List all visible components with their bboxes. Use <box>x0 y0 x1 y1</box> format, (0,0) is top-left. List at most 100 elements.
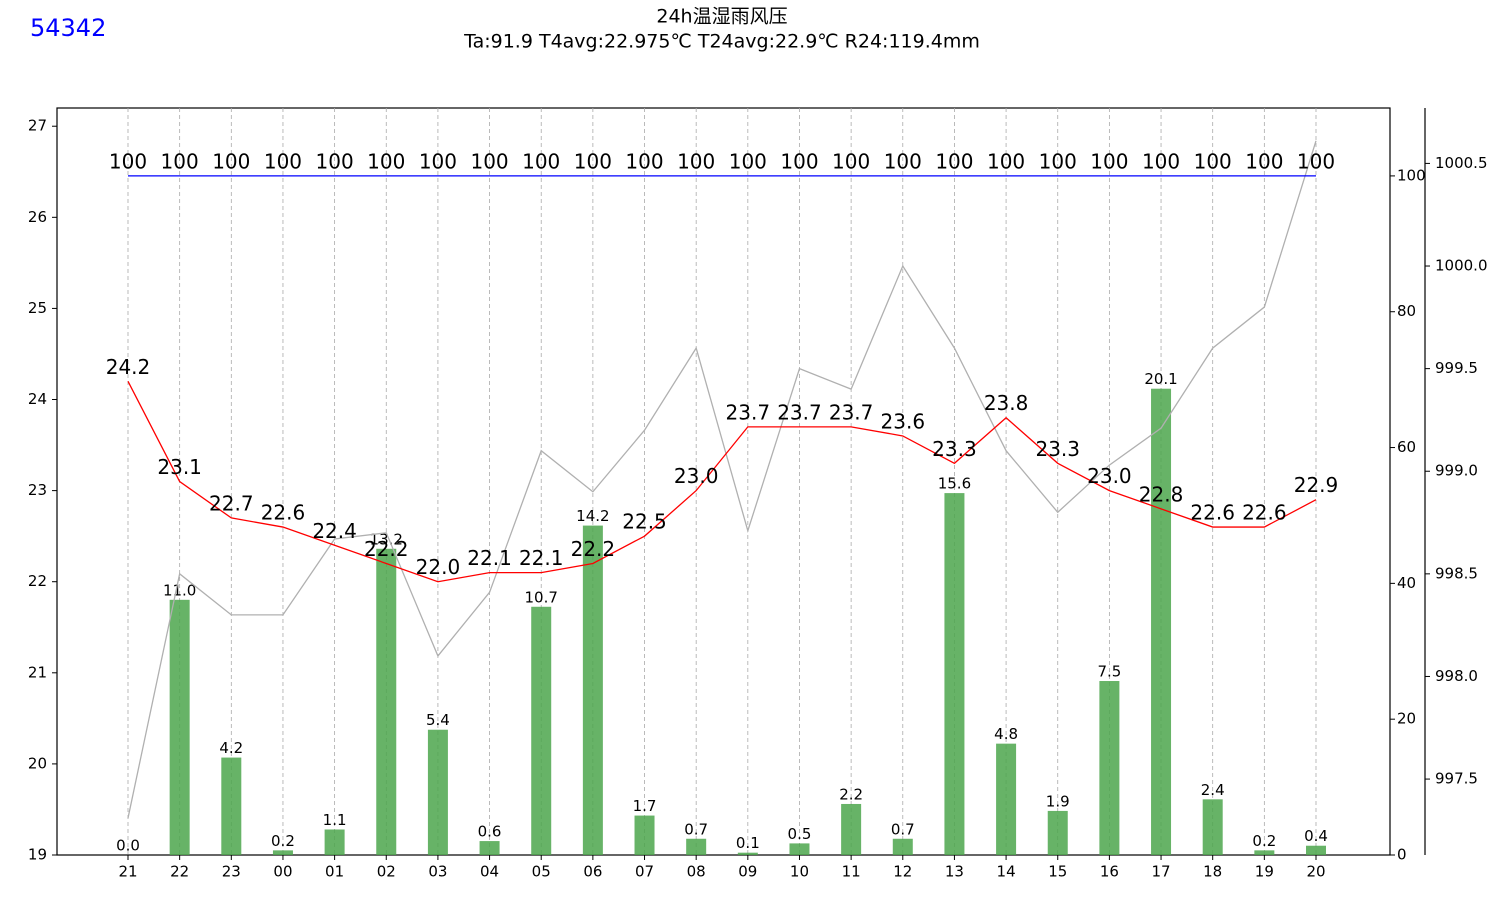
point-label: 100 <box>161 149 199 173</box>
bar-label: 13.2 <box>370 530 403 548</box>
point-label: 100 <box>1142 149 1180 173</box>
bar-label: 1.7 <box>633 797 657 815</box>
bar-label: 0.5 <box>788 825 812 843</box>
y-tick-label: 22 <box>28 572 47 590</box>
y3-tick-label: 998.0 <box>1435 667 1478 685</box>
bar-label: 7.5 <box>1097 663 1121 681</box>
point-label: 24.2 <box>106 355 151 379</box>
x-tick-label: 22 <box>170 863 189 881</box>
bar <box>221 757 242 855</box>
x-tick-label: 08 <box>687 863 706 881</box>
bar <box>996 743 1017 855</box>
y-tick-label: 24 <box>28 390 47 408</box>
x-tick-label: 07 <box>635 863 654 881</box>
y-tick-label: 25 <box>28 299 47 317</box>
bar <box>892 838 913 855</box>
point-label: 100 <box>1090 149 1128 173</box>
bar <box>686 838 707 855</box>
point-label: 23.0 <box>1087 464 1132 488</box>
point-label: 22.1 <box>519 546 564 570</box>
bar-label: 4.8 <box>994 725 1018 743</box>
point-label: 22.6 <box>1190 501 1235 525</box>
point-label: 23.3 <box>1035 437 1080 461</box>
x-tick-label: 23 <box>222 863 241 881</box>
x-tick-label: 04 <box>480 863 499 881</box>
bar-label: 0.2 <box>271 832 295 850</box>
point-label: 22.8 <box>1139 482 1184 506</box>
bar-label: 0.0 <box>116 837 140 855</box>
chart-subtitle: Ta:91.9 T4avg:22.975℃ T24avg:22.9℃ R24:1… <box>463 31 980 53</box>
bar-label: 2.2 <box>839 785 863 803</box>
y2-tick-label: 60 <box>1397 438 1416 456</box>
x-tick-label: 16 <box>1100 863 1119 881</box>
point-label: 22.5 <box>622 510 667 534</box>
x-tick-label: 01 <box>325 863 344 881</box>
x-tick-label: 12 <box>893 863 912 881</box>
x-tick-label: 05 <box>532 863 551 881</box>
bar <box>376 548 397 855</box>
line <box>127 140 1317 819</box>
plot-frame <box>56 107 1391 856</box>
point-label: 22.1 <box>467 546 512 570</box>
point-label: 22.6 <box>261 501 306 525</box>
bar <box>272 850 293 855</box>
point-label: 100 <box>212 149 250 173</box>
point-label: 100 <box>780 149 818 173</box>
bar <box>789 843 810 855</box>
point-label: 100 <box>884 149 922 173</box>
point-label: 100 <box>574 149 612 173</box>
point-label: 22.4 <box>312 519 357 543</box>
y-tick-label: 27 <box>28 117 47 135</box>
bar <box>1202 799 1223 855</box>
y3-tick-label: 998.5 <box>1435 564 1478 582</box>
y-tick-label: 21 <box>28 663 47 681</box>
bar-label: 10.7 <box>525 588 558 606</box>
point-label: 100 <box>264 149 302 173</box>
point-label: 100 <box>677 149 715 173</box>
bar-label: 1.1 <box>323 811 347 829</box>
y3-tick-label: 997.5 <box>1435 770 1478 788</box>
bar <box>841 803 862 855</box>
point-label: 100 <box>729 149 767 173</box>
bar <box>634 815 655 855</box>
x-tick-label: 18 <box>1203 863 1222 881</box>
bar-label: 0.2 <box>1252 832 1276 850</box>
bar <box>427 729 448 855</box>
bar <box>531 606 552 855</box>
chart-title: 24h温湿雨风压 <box>656 6 787 28</box>
y2-tick-label: 80 <box>1397 302 1416 320</box>
y-tick-label: 19 <box>28 846 47 864</box>
y-tick-label: 20 <box>28 754 47 772</box>
y3-tick-label: 999.0 <box>1435 462 1478 480</box>
point-label: 22.0 <box>416 555 461 579</box>
bar <box>1254 850 1275 855</box>
x-tick-label: 02 <box>377 863 396 881</box>
point-label: 100 <box>419 149 457 173</box>
x-tick-label: 17 <box>1151 863 1170 881</box>
point-label: 100 <box>935 149 973 173</box>
point-label: 22.7 <box>209 491 254 515</box>
point-label: 100 <box>316 149 354 173</box>
bar-label: 15.6 <box>938 475 971 493</box>
bar-label: 0.4 <box>1304 827 1328 845</box>
bar <box>1047 810 1068 855</box>
y3-tick-label: 1000.5 <box>1435 154 1488 172</box>
bar <box>944 493 965 855</box>
point-label: 100 <box>1297 149 1335 173</box>
bar-label: 0.1 <box>736 834 760 852</box>
y2-tick-label: 100 <box>1397 166 1426 184</box>
x-tick-label: 14 <box>997 863 1016 881</box>
x-tick-label: 00 <box>273 863 292 881</box>
point-label: 100 <box>109 149 147 173</box>
point-label: 23.7 <box>777 400 822 424</box>
x-tick-label: 09 <box>738 863 757 881</box>
point-label: 100 <box>832 149 870 173</box>
point-label: 23.8 <box>984 391 1029 415</box>
bar-label: 0.7 <box>684 820 708 838</box>
point-label: 100 <box>522 149 560 173</box>
point-label: 22.6 <box>1242 501 1287 525</box>
bar-label: 0.7 <box>891 820 915 838</box>
bar <box>479 841 500 855</box>
x-tick-label: 21 <box>118 863 137 881</box>
